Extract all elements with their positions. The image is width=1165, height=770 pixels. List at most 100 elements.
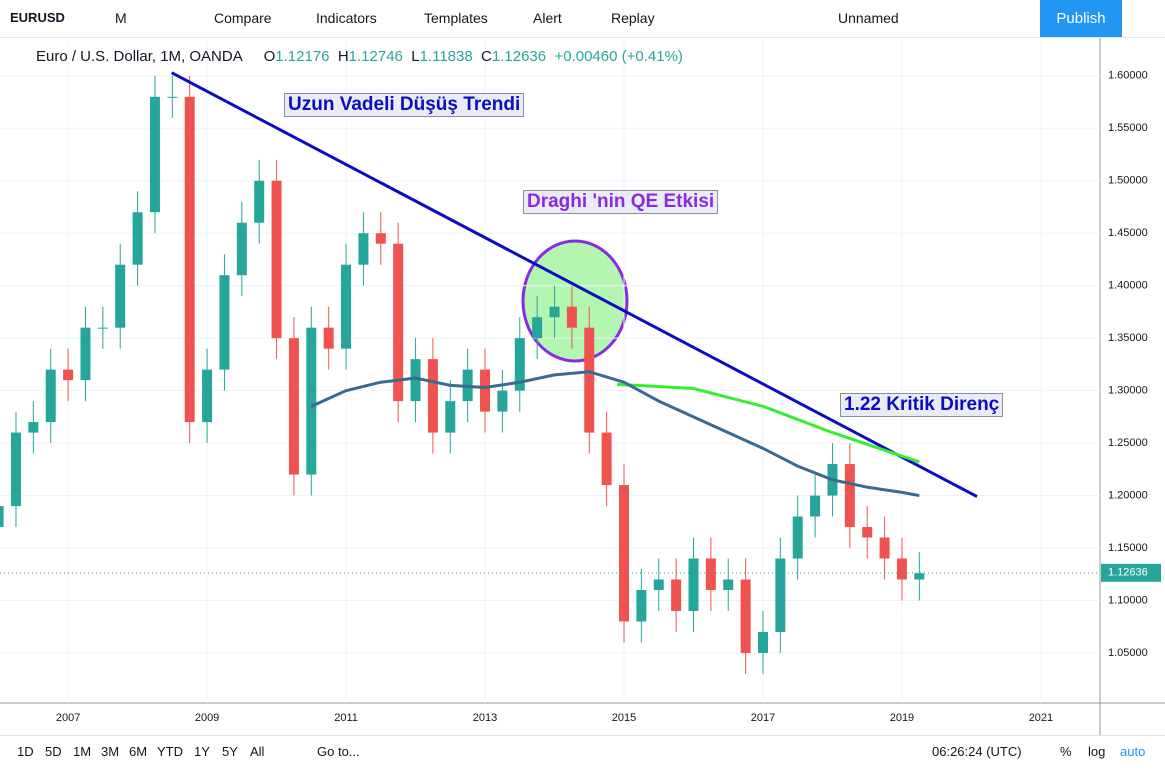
candle-body <box>184 96 195 423</box>
range-button[interactable]: 3M <box>101 744 120 759</box>
auto[interactable]: auto <box>1120 744 1146 759</box>
candle-body <box>202 369 213 423</box>
candle-body <box>723 579 734 590</box>
range-button[interactable]: All <box>250 744 265 759</box>
annotation: Draghi 'nin QE Etkisi <box>523 190 719 214</box>
candle-body <box>445 401 456 433</box>
candle-body <box>705 558 716 590</box>
y-tick-label: 1.50000 <box>1108 175 1148 187</box>
candle-body <box>879 537 890 559</box>
candle-body <box>653 579 664 590</box>
candle-body <box>688 558 699 611</box>
candle-body <box>115 264 126 328</box>
x-tick-label: 2009 <box>195 712 219 724</box>
candle-body <box>306 327 317 475</box>
y-tick-label: 1.15000 <box>1108 542 1148 554</box>
y-tick-label: 1.55000 <box>1108 122 1148 134</box>
candle-body <box>810 495 821 517</box>
layout-name[interactable]: Unnamed <box>838 10 899 26</box>
x-tick-label: 2015 <box>612 712 636 724</box>
symbol[interactable]: EURUSD <box>10 10 65 25</box>
y-tick-label: 1.20000 <box>1108 489 1148 501</box>
o-label: O <box>263 48 276 65</box>
candle-body <box>271 180 282 339</box>
bottom-bar: Go to... 06:26:24 (UTC) % log auto 1D 5D 1… <box>0 735 1165 770</box>
candle-body <box>532 317 543 339</box>
range-button[interactable]: 1M <box>73 744 92 759</box>
change: +0.00460 (+0.41%) <box>554 48 683 65</box>
alert[interactable]: Alert <box>533 10 562 26</box>
y-tick-label: 1.40000 <box>1108 280 1148 292</box>
indicators[interactable]: Indicators <box>316 10 377 26</box>
qe-circle <box>521 239 629 363</box>
candle-body <box>375 233 386 244</box>
templates[interactable]: Templates <box>424 10 488 26</box>
candle-body <box>427 359 438 433</box>
candle-body <box>844 464 855 528</box>
percent[interactable]: % <box>1060 744 1072 759</box>
candle-body <box>601 432 612 486</box>
candle-body <box>288 338 299 475</box>
h-label: H <box>337 48 349 65</box>
x-tick-label: 2017 <box>751 712 775 724</box>
candle-body <box>254 180 265 223</box>
candle-body <box>236 222 247 276</box>
candle-body <box>132 212 143 265</box>
range-button[interactable]: 5D <box>45 744 62 759</box>
line-series <box>310 370 920 498</box>
replay[interactable]: Replay <box>611 10 655 26</box>
candle-body <box>757 631 768 653</box>
candle-body <box>410 359 421 402</box>
range-button[interactable]: 1D <box>17 744 34 759</box>
clock: 06:26:24 (UTC) <box>932 744 1022 759</box>
x-tick-label: 2013 <box>473 712 497 724</box>
candle-body <box>566 306 577 328</box>
candle-body <box>80 327 91 381</box>
y-tick-label: 1.30000 <box>1108 385 1148 397</box>
candle-body <box>28 422 39 433</box>
candle-body <box>63 369 74 381</box>
legend: Euro / U.S. Dollar, 1M, OANDA O1.12176 H… <box>36 48 683 65</box>
candle-body <box>10 432 21 507</box>
go-to[interactable]: Go to... <box>317 744 360 759</box>
line-series <box>170 71 978 498</box>
candle-body <box>514 338 525 391</box>
candle-body <box>341 264 352 349</box>
interval[interactable]: M <box>115 10 127 26</box>
candle-body <box>167 96 178 98</box>
y-tick-label: 1.25000 <box>1108 437 1148 449</box>
candle-body <box>862 527 873 538</box>
candle-body <box>671 579 682 611</box>
range-button[interactable]: 6M <box>129 744 148 759</box>
candle-body <box>45 369 56 423</box>
h-value: 1.12746 <box>348 48 403 65</box>
line-series <box>616 382 920 464</box>
compare[interactable]: Compare <box>214 10 272 26</box>
candle-body <box>149 96 160 213</box>
range-button[interactable]: YTD <box>157 744 183 759</box>
x-tick-label: 2007 <box>56 712 80 724</box>
y-tick-label: 1.60000 <box>1108 70 1148 82</box>
o-value: 1.12176 <box>275 48 330 65</box>
candle-body <box>792 516 803 559</box>
log[interactable]: log <box>1088 744 1106 759</box>
y-tick-label: 1.45000 <box>1108 227 1148 239</box>
last-price-box <box>1101 563 1161 582</box>
y-tick-label: 1.10000 <box>1108 594 1148 606</box>
candle-body <box>896 558 907 580</box>
y-tick-label: 1.35000 <box>1108 332 1148 344</box>
annotation: Uzun Vadeli Düşüş Trendi <box>284 93 525 117</box>
annotation: 1.22 Kritik Direnç <box>840 393 1004 417</box>
candle-body <box>219 275 230 370</box>
l-value: 1.11838 <box>419 48 473 65</box>
candle-body <box>358 233 369 265</box>
range-button[interactable]: 5Y <box>222 744 238 759</box>
range-button[interactable]: 1Y <box>194 744 210 759</box>
candle-body <box>584 327 595 433</box>
publish-button[interactable]: Publish <box>1040 0 1122 37</box>
candle-body <box>393 243 404 402</box>
candle-body <box>0 506 4 528</box>
x-tick-label: 2019 <box>890 712 914 724</box>
x-tick-label: 2011 <box>334 712 358 724</box>
